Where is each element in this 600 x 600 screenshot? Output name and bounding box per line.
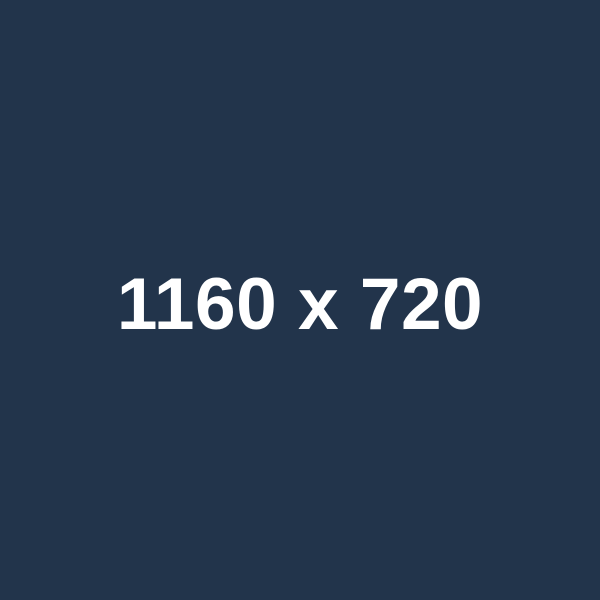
dimension-label: 1160 x 720	[116, 263, 484, 345]
